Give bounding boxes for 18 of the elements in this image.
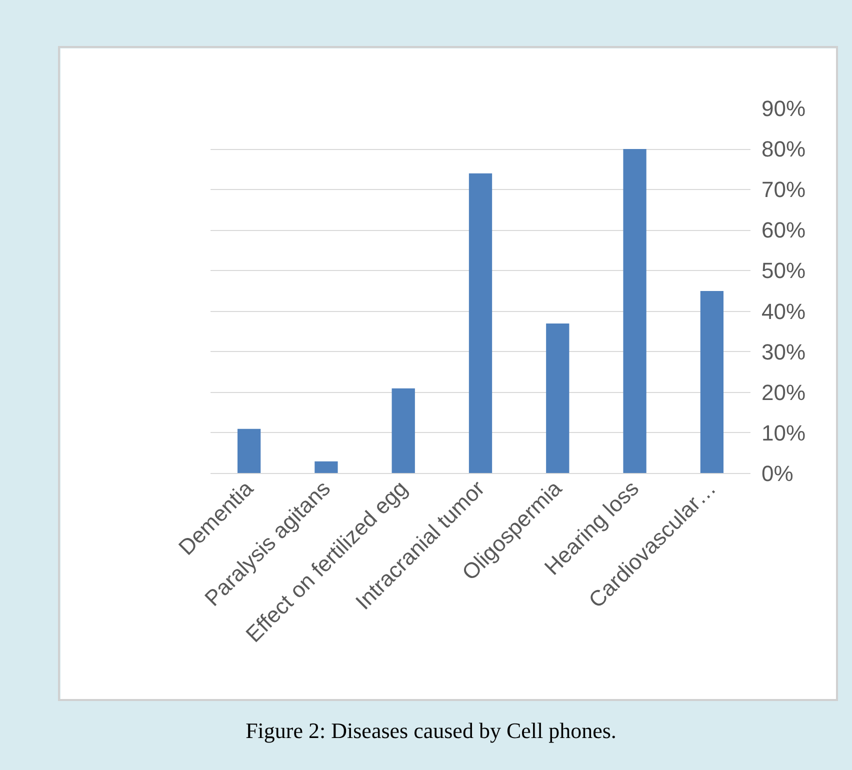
y-tick-label: 0% [762,461,794,486]
y-tick-label: 10% [762,420,806,446]
bar [392,388,415,474]
y-tick-label: 70% [762,177,806,202]
y-tick-label: 40% [762,298,806,324]
bar [623,149,646,474]
y-tick-label: 90% [762,96,806,121]
bar [700,291,724,474]
caption: Figure 2: Diseases caused by Cell phones. [246,717,616,745]
bar [238,428,261,474]
bar [546,323,570,474]
bar [468,173,492,474]
y-tick-label: 20% [762,380,806,405]
y-tick-label: 80% [762,136,806,162]
y-tick-label: 60% [762,218,806,243]
bar [314,461,338,474]
y-tick-label: 50% [762,258,806,284]
y-tick-label: 30% [762,339,806,364]
